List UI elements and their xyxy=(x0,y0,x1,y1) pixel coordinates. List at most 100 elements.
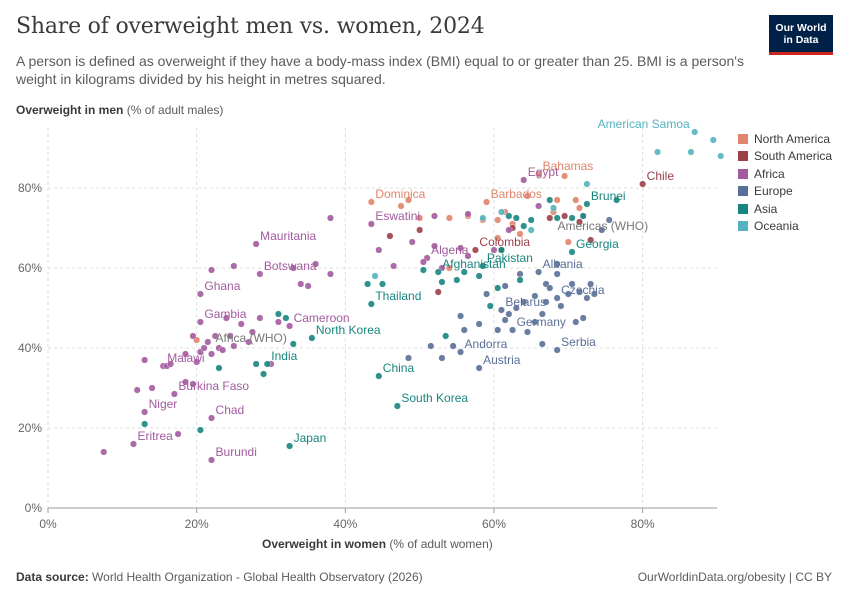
data-point xyxy=(520,222,528,230)
point-label: Bahamas xyxy=(543,159,594,173)
data-point xyxy=(367,300,375,308)
data-point xyxy=(542,298,550,306)
data-point xyxy=(230,262,238,270)
data-point xyxy=(274,318,282,326)
data-point xyxy=(427,342,435,350)
data-point xyxy=(133,386,141,394)
data-point xyxy=(527,216,535,224)
data-point xyxy=(553,294,561,302)
data-point xyxy=(286,322,294,330)
data-point xyxy=(546,214,554,222)
data-point xyxy=(174,430,182,438)
point-label: Egypt xyxy=(528,165,559,179)
point-label: Austria xyxy=(483,353,521,367)
data-point xyxy=(431,242,439,250)
data-point xyxy=(546,196,554,204)
data-point xyxy=(583,294,591,302)
data-point xyxy=(564,290,572,298)
legend-label: Europe xyxy=(754,184,793,199)
data-source: Data source: World Health Organization -… xyxy=(16,570,423,584)
data-point xyxy=(687,148,695,156)
point-label: Cameroon xyxy=(294,311,350,325)
data-point xyxy=(419,266,427,274)
point-label: Burkina Faso xyxy=(178,379,249,393)
legend-label: South America xyxy=(754,149,833,164)
data-point xyxy=(405,354,413,362)
data-point xyxy=(575,288,583,296)
data-point xyxy=(639,180,647,188)
data-point xyxy=(416,226,424,234)
data-point xyxy=(553,346,561,354)
data-point xyxy=(546,284,554,292)
data-point xyxy=(505,310,513,318)
point-label: Malawi xyxy=(167,351,204,365)
legend-label: Oceania xyxy=(754,219,799,234)
data-point xyxy=(189,332,197,340)
y-axis-label-main: Overweight in men xyxy=(16,103,124,117)
legend-item[interactable]: Africa xyxy=(738,165,832,183)
x-axis-label: Overweight in women (% of adult women) xyxy=(262,537,493,551)
data-point xyxy=(479,262,487,270)
data-point xyxy=(509,326,517,334)
data-point xyxy=(575,218,583,226)
legend-swatch xyxy=(738,221,748,232)
data-point xyxy=(568,280,576,288)
data-point xyxy=(497,246,505,254)
data-point xyxy=(204,338,212,346)
data-point xyxy=(431,212,439,220)
y-tick-label: 20% xyxy=(18,421,42,435)
point-label: Eswatini xyxy=(375,209,420,223)
data-point xyxy=(367,198,375,206)
data-point xyxy=(572,196,580,204)
page-title: Share of overweight men vs. women, 2024 xyxy=(16,14,485,39)
data-point xyxy=(568,248,576,256)
data-point xyxy=(475,320,483,328)
point-label: South Korea xyxy=(401,391,468,405)
footer-link[interactable]: OurWorldinData.org/obesity | CC BY xyxy=(637,570,832,584)
legend-item[interactable]: South America xyxy=(738,148,832,166)
data-point xyxy=(464,210,472,218)
point-label: Albania xyxy=(543,257,583,271)
data-point xyxy=(553,270,561,278)
data-point xyxy=(326,214,334,222)
data-point xyxy=(505,212,513,220)
data-point xyxy=(475,272,483,280)
points-layer xyxy=(100,128,725,464)
data-point xyxy=(494,284,502,292)
point-label: Afghanistan xyxy=(442,257,505,271)
point-label: Belarus xyxy=(505,295,546,309)
data-point xyxy=(141,420,149,428)
point-label: American Samoa xyxy=(598,117,690,131)
y-axis-label-unit: (% of adult males) xyxy=(123,103,224,117)
data-point xyxy=(445,214,453,222)
data-point xyxy=(208,350,216,358)
data-point xyxy=(219,346,227,354)
point-label: China xyxy=(383,361,415,375)
owid-logo[interactable]: Our World in Data xyxy=(769,15,833,55)
point-label: Ghana xyxy=(204,279,240,293)
data-point xyxy=(457,244,465,252)
data-source-text: World Health Organization - Global Healt… xyxy=(88,570,423,584)
legend-item[interactable]: Europe xyxy=(738,183,832,201)
data-point xyxy=(222,314,230,322)
data-point xyxy=(289,340,297,348)
legend-item[interactable]: North America xyxy=(738,130,832,148)
data-point xyxy=(230,342,238,350)
data-point xyxy=(167,360,175,368)
legend-swatch xyxy=(738,186,748,197)
data-point xyxy=(256,314,264,322)
point-label: North Korea xyxy=(316,323,381,337)
data-point xyxy=(308,334,316,342)
data-point xyxy=(386,232,394,240)
legend-label: Africa xyxy=(754,166,785,181)
data-point xyxy=(654,148,662,156)
data-point xyxy=(182,350,190,358)
legend-item[interactable]: Asia xyxy=(738,200,832,218)
data-point xyxy=(531,292,539,300)
point-label: Czechia xyxy=(561,283,605,297)
data-point xyxy=(416,214,424,222)
data-point xyxy=(211,332,219,340)
data-point xyxy=(245,338,253,346)
legend-item[interactable]: Oceania xyxy=(738,218,832,236)
